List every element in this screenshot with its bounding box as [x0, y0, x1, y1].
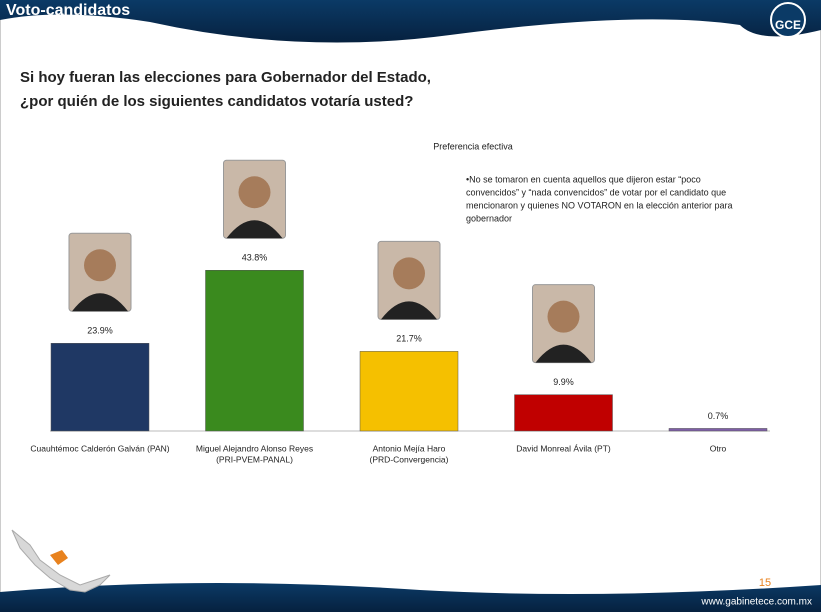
photo-face: [393, 257, 425, 290]
x-tick-label: Cuauhtémoc Calderón Galván (PAN): [30, 443, 169, 453]
x-tick-label: Antonio Mejía Haro: [373, 443, 446, 453]
x-tick-label: David Monreal Ávila (PT): [516, 443, 611, 453]
note-line: •No se tomaron en cuenta aquellos que di…: [466, 174, 701, 184]
value-label: 23.9%: [87, 326, 113, 336]
x-tick-label: (PRI-PVEM-PANAL): [216, 454, 293, 464]
photo-face: [547, 300, 580, 333]
map-state: [50, 550, 68, 565]
value-label: 0.7%: [708, 411, 729, 421]
value-label: 43.8%: [242, 253, 268, 263]
map: [11, 529, 111, 593]
note-line: gobernador: [466, 213, 512, 223]
question-line: ¿por quién de los siguientes candidatos …: [20, 93, 413, 110]
bar: [50, 343, 150, 432]
header-title: Voto-candidatos: [6, 2, 130, 19]
chart-title: Preferencia efectiva: [433, 141, 513, 151]
note-line: mencionaron y quienes NO VOTARON en la e…: [466, 200, 732, 210]
footer-url: www.gabinetece.com.mx: [700, 597, 812, 608]
photo-face: [238, 176, 271, 209]
x-tick-label: Miguel Alejandro Alonso Reyes: [196, 443, 313, 453]
bar: [205, 270, 304, 432]
page-number: 15: [759, 577, 771, 589]
logo: GCE: [775, 18, 801, 32]
photo-suit: [226, 220, 283, 239]
bar: [668, 428, 768, 432]
x-tick-label: (PRD-Convergencia): [370, 454, 449, 464]
note-line: convencidos” y “nada convencidos” de vot…: [466, 187, 726, 197]
photo-face: [84, 249, 116, 282]
photo-suit: [72, 293, 128, 312]
logo-circle: [770, 2, 806, 38]
value-label: 9.9%: [553, 377, 574, 387]
header-band: [0, 0, 821, 43]
footer-band: [0, 582, 821, 612]
photo-suit: [381, 301, 437, 320]
photo-suit: [535, 344, 592, 363]
value-label: 21.7%: [396, 334, 422, 344]
bar: [514, 394, 613, 432]
bar: [359, 351, 459, 432]
question-line: Si hoy fueran las elecciones para Gobern…: [20, 69, 431, 86]
x-tick-label: Otro: [710, 443, 727, 453]
